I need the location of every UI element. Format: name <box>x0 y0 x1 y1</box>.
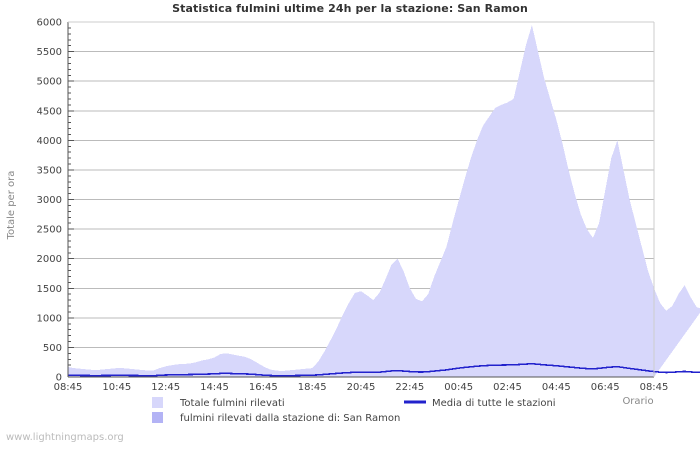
x-tick-label: 20:45 <box>347 382 376 393</box>
line-series-2 <box>67 362 700 377</box>
y-tick-label: 500 <box>43 343 62 354</box>
y-tick-label: 1000 <box>37 313 62 324</box>
legend-color-swatch <box>152 397 163 408</box>
y-tick-label: 6000 <box>37 18 62 29</box>
page-title: Statistica fulmini ultime 24h per la sta… <box>172 2 528 15</box>
x-tick-label: 04:45 <box>542 382 571 393</box>
plot-frame <box>67 21 655 378</box>
x-tick-label: 12:45 <box>151 382 180 393</box>
x-tick-label: 02:45 <box>493 382 522 393</box>
x-tick-label: 18:45 <box>298 382 327 393</box>
y-tick-label: 4000 <box>37 136 62 147</box>
x-tick-label: 22:45 <box>395 382 424 393</box>
x-tick-label: 06:45 <box>591 382 620 393</box>
y-tick-label: 5500 <box>37 47 62 58</box>
legend-color-swatch <box>152 412 163 423</box>
x-tick-label: 10:45 <box>102 382 131 393</box>
chart-legend: Totale fulmini rilevati fulmini rilevati … <box>152 397 556 424</box>
area-series-0 <box>68 24 700 377</box>
x-tick-label: 16:45 <box>249 382 278 393</box>
legend-label: fulmini rilevati dalla stazione di: San … <box>180 413 400 424</box>
y-tick-label: 4500 <box>37 106 62 117</box>
site-footer: www.lightningmaps.org <box>6 432 124 443</box>
x-tick-label: 14:45 <box>200 382 229 393</box>
y-axis-label: Totale per ora <box>6 171 17 241</box>
y-tick-label: 0 <box>56 373 62 384</box>
y-tick-label: 2000 <box>37 254 62 265</box>
legend-label: Media di tutte le stazioni <box>432 398 556 409</box>
x-axis-label: Orario <box>622 396 653 407</box>
x-tick-label: 08:45 <box>640 382 669 393</box>
legend-label: Totale fulmini rilevati <box>179 398 285 409</box>
y-tick-label: 3000 <box>37 195 62 206</box>
y-tick-label: 2500 <box>37 225 62 236</box>
area-series-group <box>68 24 700 377</box>
y-tick-label: 5000 <box>37 77 62 88</box>
x-tick-label: 00:45 <box>444 382 473 393</box>
x-tick-label: 08:45 <box>54 382 83 393</box>
y-tick-label: 3500 <box>37 165 62 176</box>
y-tick-label: 1500 <box>37 284 62 295</box>
line-series-group <box>67 362 700 377</box>
